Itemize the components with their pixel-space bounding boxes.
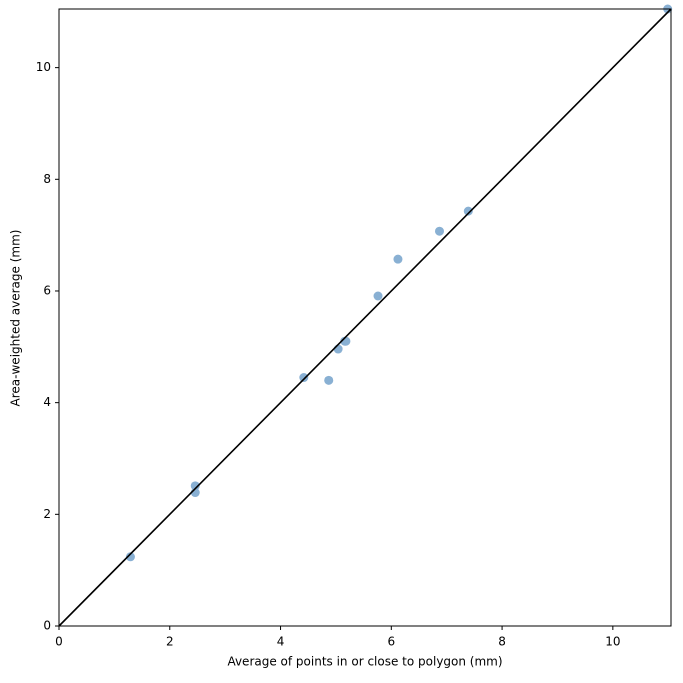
point xyxy=(333,344,343,354)
x-axis-label: Average of points in or close to polygon… xyxy=(227,655,502,669)
x-tick-label: 8 xyxy=(498,635,506,649)
y-tick-label: 4 xyxy=(43,395,51,409)
point xyxy=(373,291,383,301)
y-tick-label: 10 xyxy=(36,60,51,74)
plot-frame xyxy=(58,8,672,627)
x-tick-label: 10 xyxy=(605,635,620,649)
x-tick-label: 6 xyxy=(387,635,395,649)
point xyxy=(341,336,351,346)
x-tick-label: 0 xyxy=(55,635,63,649)
point xyxy=(463,206,473,216)
y-tick-label: 0 xyxy=(43,619,51,633)
point xyxy=(299,373,309,383)
point xyxy=(190,481,200,491)
x-tick-label: 2 xyxy=(166,635,174,649)
y-axis-label: Area-weighted average (mm) xyxy=(9,230,23,407)
point xyxy=(434,226,444,236)
y-tick-label: 6 xyxy=(43,283,51,297)
point xyxy=(125,552,135,562)
point xyxy=(324,375,334,385)
reference-line xyxy=(58,8,672,627)
y-tick-label: 2 xyxy=(43,507,51,521)
x-tick-label: 4 xyxy=(277,635,285,649)
point xyxy=(393,254,403,264)
y-tick-label: 8 xyxy=(43,172,51,186)
